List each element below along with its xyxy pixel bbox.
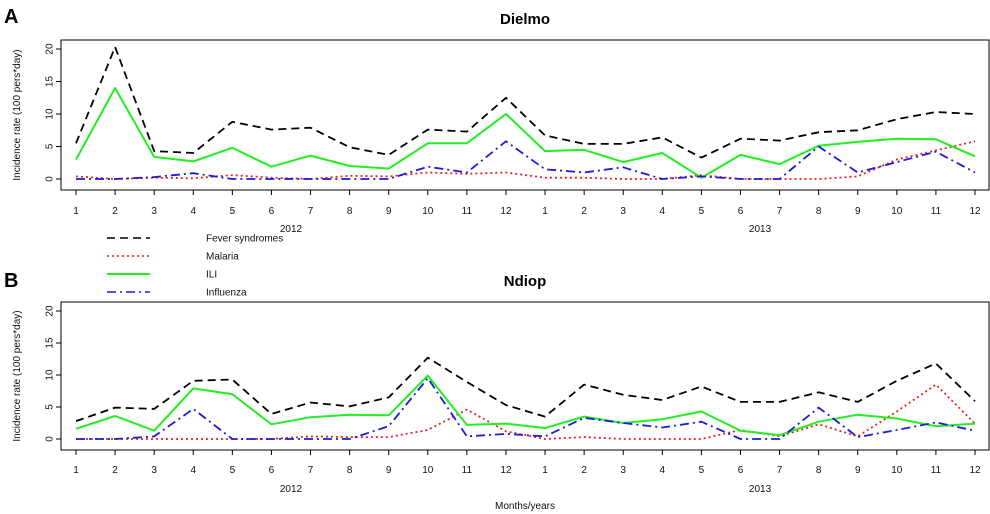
panel-a-y-tick-label: 15 (45, 76, 56, 88)
panel-b-y-tick-label: 5 (45, 404, 56, 410)
panel-a-y-axis-label: Incidence rate (100 pers*day) (12, 49, 23, 180)
panel-b-y-tick-label: 15 (45, 337, 56, 349)
panel-a-title: Dielmo (500, 11, 550, 28)
panel-b-x-tick-label: 2 (581, 465, 587, 476)
legend-label: Malaria (206, 252, 239, 263)
panel-a-x-tick-label: 11 (931, 206, 942, 217)
panel-b-series-malaria (76, 385, 975, 439)
panel-a-x-tick-label: 3 (620, 206, 626, 217)
panel-a-x-tick-label: 4 (660, 206, 666, 217)
panel-a-x-tick-label: 12 (500, 206, 512, 217)
panel-b-x-tick-label: 1 (73, 465, 79, 476)
panel-a-x-tick-label: 4 (190, 206, 196, 217)
panel-b-letter: B (4, 270, 18, 292)
panel-b-series-fever-syndromes (76, 358, 975, 421)
panel-b-x-tick-label: 9 (386, 465, 392, 476)
panel-b-x-tick-label: 5 (699, 465, 705, 476)
panel-b-y-tick-label: 20 (45, 305, 56, 317)
panel-b-plot-frame (61, 302, 989, 450)
panel-b-x-tick-label: 12 (500, 465, 512, 476)
legend: Fever syndromes Malaria ILI Influenza (107, 234, 283, 299)
panel-b-x-tick-label: 3 (151, 465, 157, 476)
panel-b-x-tick-label: 2 (112, 465, 118, 476)
panel-b-x-tick-label: 8 (816, 465, 822, 476)
panel-a-series-ili (76, 88, 975, 178)
panel-b-title: Ndiop (504, 273, 547, 290)
panel-b-x-tick-label: 9 (855, 465, 861, 476)
panel-b-x-tick-label: 5 (230, 465, 236, 476)
panel-a-year-label: 2013 (749, 224, 772, 235)
panel-a-x-tick-label: 8 (347, 206, 353, 217)
panel-b-x-tick-label: 1 (542, 465, 548, 476)
panel-b-y-tick-label: 10 (45, 369, 56, 381)
panel-a-x-tick-label: 11 (462, 206, 473, 217)
panel-b-x-tick-label: 4 (660, 465, 666, 476)
panel-a-x-tick-label: 10 (422, 206, 434, 217)
panel-a-letter: A (4, 6, 18, 28)
panel-a-x-tick-label: 2 (581, 206, 587, 217)
panel-a-y-tick-label: 10 (45, 108, 56, 120)
panel-b-x-tick-label: 8 (347, 465, 353, 476)
panel-b-x-tick-label: 10 (422, 465, 434, 476)
panel-a: A Dielmo Incidence rate (100 pers*day) 0… (4, 6, 989, 235)
panel-b: B Ndiop Incidence rate (100 pers*day) Mo… (4, 270, 989, 512)
panel-a-x-tick-label: 8 (816, 206, 822, 217)
panel-b-series-influenza (76, 378, 975, 439)
panel-a-x-tick-label: 7 (777, 206, 783, 217)
panel-b-year-label: 2012 (280, 484, 303, 495)
panel-b-year-label: 2013 (749, 484, 772, 495)
panel-a-y-tick-label: 0 (45, 176, 56, 182)
panel-b-x-tick-label: 10 (891, 465, 903, 476)
panel-a-y-tick-label: 5 (45, 143, 56, 149)
panel-a-x-tick-label: 3 (151, 206, 157, 217)
panel-a-x-tick-label: 12 (969, 206, 981, 217)
panel-b-x-tick-label: 7 (308, 465, 314, 476)
panel-b-x-tick-label: 4 (190, 465, 196, 476)
legend-label: Influenza (206, 288, 247, 299)
panel-a-x-tick-label: 10 (891, 206, 903, 217)
panel-b-x-tick-label: 7 (777, 465, 783, 476)
panel-b-x-tick-label: 3 (620, 465, 626, 476)
panel-b-x-tick-label: 11 (931, 465, 942, 476)
panel-a-year-label: 2012 (280, 224, 303, 235)
panel-b-y-tick-label: 0 (45, 436, 56, 442)
panel-a-x-tick-label: 9 (386, 206, 392, 217)
panel-b-x-tick-label: 11 (462, 465, 473, 476)
panel-a-x-tick-label: 5 (230, 206, 236, 217)
panel-a-x-tick-label: 1 (542, 206, 548, 217)
panel-a-x-tick-label: 6 (738, 206, 744, 217)
panel-a-x-tick-label: 5 (699, 206, 705, 217)
panel-a-series-influenza (76, 141, 975, 179)
panel-a-x-tick-label: 9 (855, 206, 861, 217)
panel-b-series-ili (76, 376, 975, 436)
panel-b-x-tick-label: 6 (269, 465, 275, 476)
panel-a-x-tick-label: 6 (269, 206, 275, 217)
panel-b-y-axis-label: Incidence rate (100 pers*day) (12, 310, 23, 441)
panel-a-y-tick-label: 20 (45, 43, 56, 55)
panel-a-x-tick-label: 7 (308, 206, 314, 217)
legend-label: Fever syndromes (206, 234, 283, 245)
panel-a-x-tick-label: 1 (73, 206, 79, 217)
panel-b-x-tick-label: 6 (738, 465, 744, 476)
panel-b-x-axis-label: Months/years (495, 501, 555, 512)
panel-a-series-fever-syndromes (76, 47, 975, 158)
panel-b-x-tick-label: 12 (969, 465, 981, 476)
legend-label: ILI (206, 270, 217, 281)
panel-a-x-tick-label: 2 (112, 206, 118, 217)
